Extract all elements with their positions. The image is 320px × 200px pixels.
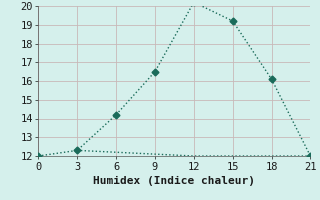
X-axis label: Humidex (Indice chaleur): Humidex (Indice chaleur): [93, 176, 255, 186]
